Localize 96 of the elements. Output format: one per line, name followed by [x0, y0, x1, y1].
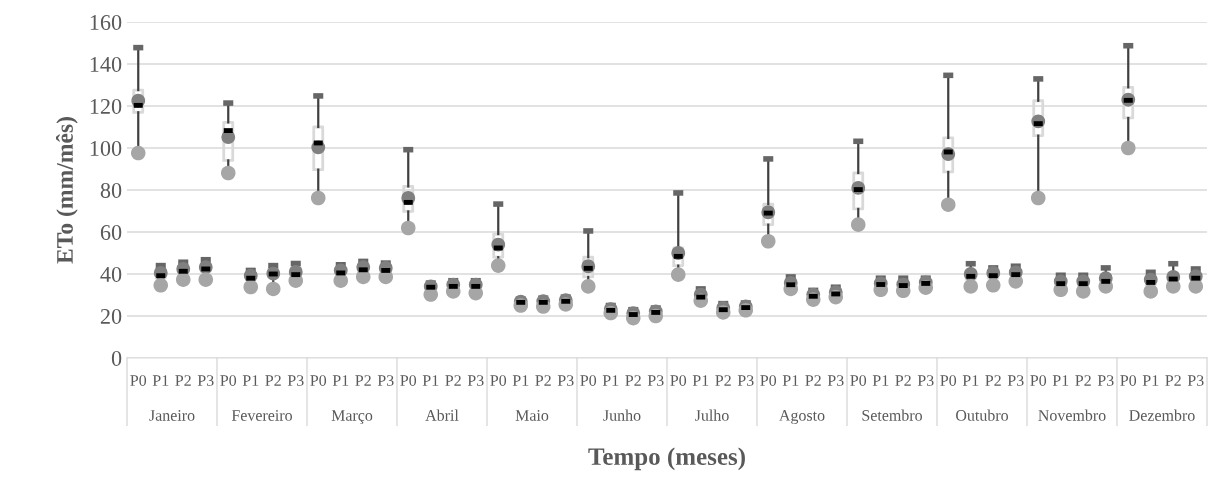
x-tick-label: P0 — [220, 375, 237, 386]
x-tick-label: P0 — [580, 375, 597, 386]
point — [333, 273, 349, 288]
text: Fevereiro — [231, 410, 292, 421]
y-tick-label: 160 — [90, 14, 122, 30]
point — [1120, 140, 1136, 156]
x-tick-label: P0 — [490, 375, 507, 386]
point — [760, 233, 776, 249]
point — [1165, 279, 1181, 294]
x-tick-label: P2 — [175, 375, 191, 386]
point — [265, 281, 281, 297]
x-tick-label: P1 — [152, 375, 169, 386]
point — [670, 267, 686, 282]
x-tick-label: P1 — [512, 375, 529, 386]
point — [580, 279, 596, 294]
x-tick-label: P1 — [692, 375, 709, 386]
text: Setembro — [862, 409, 922, 421]
x-tick-label: P2 — [895, 375, 911, 386]
x-tick-label: P3 — [377, 375, 394, 386]
point — [198, 272, 214, 287]
x-tick-label: P2 — [355, 375, 371, 386]
x-tick-label: P0 — [670, 375, 687, 386]
x-tick-label: P0 — [310, 375, 327, 386]
text: Julho — [695, 409, 729, 421]
x-tick-label: P2 — [1075, 375, 1091, 386]
x-tick-label: P1 — [1142, 375, 1159, 386]
x-tick-label: P2 — [1165, 375, 1181, 386]
text: Março — [331, 410, 373, 425]
x-axis-title: Tempo (meses) — [588, 447, 745, 471]
x-tick-label: P1 — [1052, 375, 1069, 386]
x-tick-label: P3 — [737, 375, 754, 386]
text: Janeiro — [149, 410, 195, 421]
y-tick-label: 40 — [100, 266, 122, 282]
x-tick-label: P0 — [940, 375, 957, 386]
x-tick-label: P0 — [760, 375, 777, 386]
x-tick-label: P3 — [1007, 375, 1024, 386]
x-tick-label: P1 — [422, 375, 439, 386]
y-tick-label: 140 — [90, 56, 122, 72]
point — [310, 190, 326, 206]
x-tick-label: P3 — [1097, 375, 1114, 386]
x-tick-label: P1 — [332, 375, 349, 386]
y-tick-label: 80 — [100, 182, 122, 198]
x-tick-label: P3 — [287, 375, 304, 386]
x-tick-label: P1 — [962, 375, 979, 386]
x-tick-label: P0 — [850, 375, 867, 386]
x-tick-label: P2 — [985, 375, 1001, 386]
y-tick-label: 120 — [90, 98, 122, 114]
text: Novembro — [1038, 409, 1106, 421]
point — [850, 217, 866, 232]
x-tick-label: P3 — [1187, 375, 1204, 386]
x-tick-label: P1 — [602, 375, 619, 386]
y-tick-label: 20 — [100, 308, 122, 324]
x-tick-label: P1 — [782, 375, 799, 386]
point — [175, 272, 191, 287]
text: Agosto — [779, 410, 825, 425]
x-tick-label: P2 — [445, 375, 461, 386]
text: Junho — [603, 409, 641, 421]
x-tick-label: P2 — [535, 375, 551, 386]
point — [400, 220, 416, 236]
point — [243, 279, 259, 295]
x-tick-label: P2 — [265, 375, 281, 386]
y-tick-label: 100 — [90, 140, 122, 156]
point — [1143, 284, 1159, 299]
point — [490, 258, 506, 273]
x-tick-label: P0 — [400, 375, 417, 386]
x-tick-label: P0 — [1120, 375, 1137, 386]
point — [963, 279, 979, 294]
point — [1075, 284, 1091, 299]
x-tick-label: P2 — [715, 375, 731, 386]
point — [985, 278, 1001, 293]
x-tick-label: P0 — [1030, 375, 1047, 386]
x-tick-label: P3 — [647, 375, 664, 386]
y-axis-title: ETo (mm/mês) — [56, 117, 78, 264]
text: Maio — [515, 410, 549, 421]
y-tick-label: 60 — [100, 224, 122, 240]
text: Dezembro — [1129, 409, 1195, 421]
x-tick-label: P3 — [467, 375, 484, 386]
text: Abril — [425, 409, 459, 421]
point — [1188, 279, 1204, 294]
x-tick-label: P3 — [827, 375, 844, 386]
point — [130, 145, 146, 161]
x-tick-label: P3 — [557, 375, 574, 386]
point — [153, 278, 169, 293]
x-tick-label: P1 — [242, 375, 259, 386]
x-tick-label: P1 — [872, 375, 889, 386]
point — [355, 269, 371, 285]
point — [940, 197, 956, 212]
x-tick-label: P2 — [805, 375, 821, 386]
point — [220, 165, 236, 181]
x-tick-label: P0 — [130, 375, 147, 386]
x-tick-label: P3 — [197, 375, 214, 386]
point — [1030, 190, 1046, 206]
x-tick-label: P2 — [625, 375, 641, 386]
text: Outubro — [956, 409, 1009, 421]
y-tick-label: 0 — [111, 350, 122, 366]
x-tick-label: P3 — [917, 375, 934, 386]
